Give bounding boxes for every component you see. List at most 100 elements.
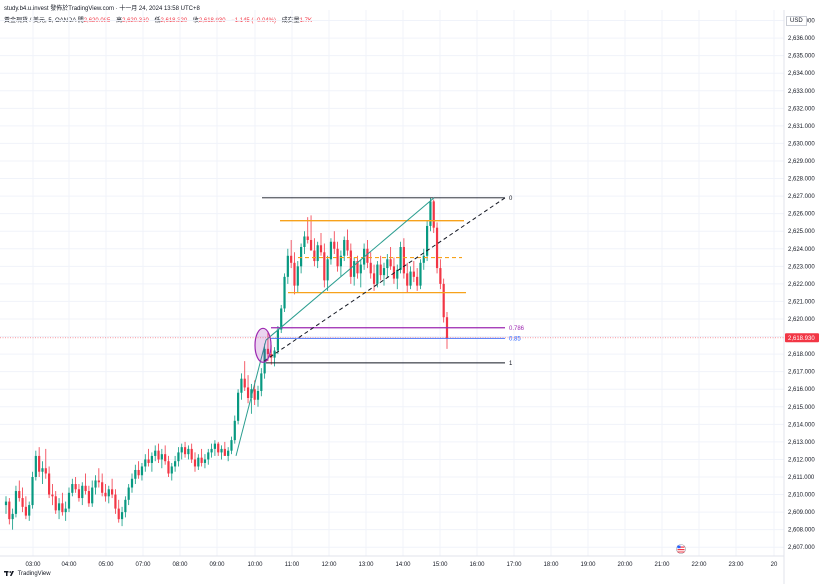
candle [227, 447, 230, 462]
candle [369, 252, 372, 279]
candle [256, 385, 260, 407]
candle [197, 454, 200, 470]
candle [429, 197, 432, 232]
candle-body [429, 201, 432, 226]
candle [11, 508, 14, 530]
candle-body [61, 503, 64, 513]
candle [276, 326, 279, 355]
candle [177, 447, 180, 467]
candle-body [84, 485, 87, 492]
candle-body [399, 247, 402, 270]
candle-body [372, 273, 376, 284]
candle-body [51, 494, 54, 497]
candle [422, 248, 425, 270]
candle-body [150, 455, 153, 463]
candle-body [333, 241, 336, 249]
candle-body [442, 283, 445, 318]
candle [243, 361, 246, 391]
candle [426, 220, 429, 262]
candle-body [8, 501, 11, 520]
candle-body [223, 448, 226, 456]
candle [392, 257, 396, 284]
candle [372, 264, 376, 291]
price-tick-label: 2,612.000 [788, 457, 815, 463]
price-tick-label: 2,635.000 [788, 54, 815, 60]
candle [306, 217, 309, 244]
candle-body [253, 389, 256, 400]
candle-body [170, 466, 173, 474]
candle-body [177, 452, 180, 462]
candle [28, 501, 31, 521]
candle [359, 259, 362, 288]
candle [402, 238, 405, 279]
candle [260, 368, 263, 397]
candle-body [210, 448, 213, 453]
time-tick-label: 21:00 [654, 562, 670, 568]
price-tick-label: 2,615.000 [788, 405, 815, 411]
price-tick-label: 2,608.000 [788, 528, 815, 534]
candle [273, 347, 276, 367]
candle-body [313, 250, 316, 262]
time-tick-label: 13:00 [358, 562, 374, 568]
candle [51, 484, 54, 506]
time-tick-label: 10:00 [247, 562, 263, 568]
candle-body [4, 501, 8, 506]
time-tick-label: 19:00 [580, 562, 596, 568]
candle [339, 250, 342, 277]
price-tick-label: 2,628.000 [788, 177, 815, 183]
time-axis: 03:00 04:00 05:00 07:00 08:00 09:00 10:00 11:00… [25, 562, 778, 568]
candle [34, 450, 37, 481]
candle-body [74, 484, 77, 490]
trend-line [235, 339, 267, 457]
candle-body [319, 245, 323, 253]
candle-body [386, 259, 389, 269]
candle-body [127, 487, 130, 500]
candle-body [359, 264, 362, 274]
candle-body [97, 480, 100, 483]
candle [104, 484, 107, 502]
price-tick-label: 2,634.000 [788, 71, 815, 77]
candle [233, 415, 236, 444]
candle [293, 252, 296, 295]
candle-body [283, 276, 286, 309]
price-tick-label: 2,629.000 [788, 159, 815, 165]
time-tick-label: 11:00 [285, 562, 300, 568]
candle [217, 441, 220, 456]
candle-body [230, 440, 233, 451]
candle-body [200, 457, 203, 463]
candle-body [154, 450, 157, 456]
currency-label[interactable]: USD [786, 16, 807, 26]
candle [147, 448, 150, 467]
candle-body [243, 378, 246, 388]
time-tick-label: 18:00 [543, 562, 559, 568]
candle [193, 452, 197, 472]
candle-body [111, 489, 114, 495]
candle [290, 239, 293, 269]
candle-body [77, 489, 81, 499]
candle [439, 259, 442, 290]
candle-body [28, 505, 31, 516]
candle [94, 475, 97, 495]
last-price-label: 2,618.930 [788, 336, 815, 342]
candle-body [303, 236, 306, 248]
candle [120, 506, 124, 527]
candle-body [309, 239, 313, 251]
candle-body [419, 262, 422, 286]
candle [160, 448, 163, 469]
candle [174, 455, 177, 472]
candle-body [432, 201, 435, 228]
candle-body [11, 513, 14, 520]
candle [124, 496, 127, 518]
candle [167, 455, 170, 477]
tradingview-logo: TradingView [4, 571, 51, 577]
candle [14, 485, 18, 518]
candle [4, 496, 8, 514]
candle [130, 473, 134, 493]
candle-body [439, 268, 442, 284]
time-tick-label: 08:00 [172, 562, 188, 568]
candle-body [336, 248, 339, 267]
candle [18, 480, 21, 502]
price-tick-label: 2,617.000 [788, 370, 815, 376]
fib-level-label: 0.786 [509, 326, 525, 332]
